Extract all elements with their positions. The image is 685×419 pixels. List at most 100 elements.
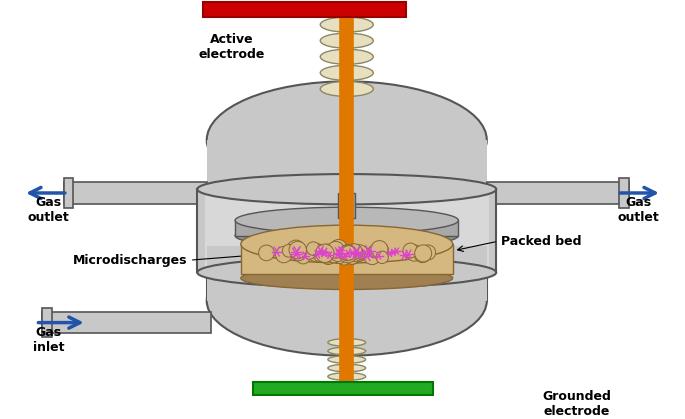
Circle shape [316, 244, 334, 263]
Circle shape [316, 248, 328, 259]
Circle shape [342, 247, 357, 261]
Bar [340, 2, 353, 390]
Text: Active
electrode: Active electrode [198, 33, 264, 61]
Circle shape [339, 245, 355, 261]
Circle shape [403, 243, 418, 258]
Bar [64, 178, 73, 208]
Circle shape [306, 242, 320, 256]
Bar [42, 308, 51, 337]
Circle shape [336, 247, 348, 260]
Text: Gas
outlet: Gas outlet [617, 196, 659, 224]
Circle shape [336, 247, 348, 259]
Circle shape [275, 246, 292, 263]
Circle shape [259, 245, 274, 261]
Circle shape [303, 248, 315, 259]
Circle shape [351, 248, 364, 262]
Ellipse shape [321, 17, 373, 32]
Ellipse shape [197, 257, 496, 287]
Circle shape [414, 246, 431, 263]
Bar [619, 178, 629, 208]
Ellipse shape [235, 207, 458, 234]
Circle shape [406, 245, 423, 261]
Bar [207, 140, 487, 199]
Bar [197, 189, 496, 272]
Circle shape [337, 251, 351, 265]
Circle shape [347, 244, 362, 259]
Ellipse shape [197, 174, 496, 204]
Ellipse shape [321, 81, 373, 96]
Text: Gas
outlet: Gas outlet [28, 196, 70, 224]
Bar [235, 220, 458, 235]
Bar [241, 244, 453, 274]
Circle shape [329, 247, 342, 260]
Circle shape [321, 250, 336, 264]
Circle shape [347, 244, 360, 256]
Circle shape [308, 243, 325, 262]
Circle shape [335, 244, 353, 263]
Ellipse shape [235, 222, 458, 249]
Circle shape [330, 240, 347, 257]
Ellipse shape [241, 225, 453, 263]
Circle shape [376, 251, 388, 264]
Circle shape [336, 246, 351, 261]
Circle shape [323, 246, 337, 260]
Ellipse shape [321, 33, 373, 48]
Bar [253, 382, 433, 396]
Text: Gas
inlet: Gas inlet [33, 326, 64, 354]
Circle shape [332, 247, 348, 264]
Circle shape [368, 245, 382, 258]
Bar [207, 246, 487, 301]
Text: Microdischarges: Microdischarges [73, 253, 187, 266]
Circle shape [334, 243, 350, 260]
Circle shape [338, 245, 357, 263]
Circle shape [335, 246, 347, 259]
Ellipse shape [321, 65, 373, 80]
Bar [207, 272, 487, 301]
Circle shape [364, 248, 381, 265]
Bar [487, 182, 629, 204]
Circle shape [327, 241, 344, 258]
Circle shape [421, 245, 436, 260]
Circle shape [371, 241, 388, 258]
Circle shape [332, 249, 345, 262]
Circle shape [340, 246, 356, 261]
Text: Grounded
electrode: Grounded electrode [543, 390, 611, 418]
Circle shape [289, 241, 306, 259]
Ellipse shape [328, 373, 366, 380]
Ellipse shape [207, 246, 487, 356]
Bar [205, 194, 488, 268]
Circle shape [292, 249, 305, 261]
Circle shape [326, 246, 341, 261]
Ellipse shape [321, 49, 373, 65]
Bar [338, 193, 356, 217]
Circle shape [329, 246, 347, 264]
Circle shape [296, 249, 310, 264]
Circle shape [317, 246, 331, 260]
Circle shape [319, 248, 335, 263]
Ellipse shape [328, 339, 366, 346]
Circle shape [320, 244, 336, 260]
Circle shape [346, 245, 363, 261]
Circle shape [353, 248, 365, 260]
Circle shape [414, 245, 432, 262]
Ellipse shape [328, 347, 366, 355]
Bar [42, 312, 212, 333]
Circle shape [313, 246, 329, 262]
Ellipse shape [328, 356, 366, 363]
Circle shape [320, 246, 338, 264]
Circle shape [351, 245, 368, 261]
Circle shape [313, 245, 325, 258]
Circle shape [344, 249, 360, 264]
Circle shape [329, 245, 346, 261]
Text: Packed bed: Packed bed [501, 235, 582, 248]
Circle shape [287, 240, 305, 258]
Circle shape [374, 243, 388, 258]
Circle shape [282, 245, 295, 257]
Ellipse shape [207, 81, 487, 199]
Ellipse shape [328, 364, 366, 372]
Circle shape [325, 244, 343, 263]
Bar [203, 2, 406, 17]
Circle shape [343, 246, 361, 264]
Circle shape [345, 251, 358, 264]
Circle shape [341, 246, 356, 260]
